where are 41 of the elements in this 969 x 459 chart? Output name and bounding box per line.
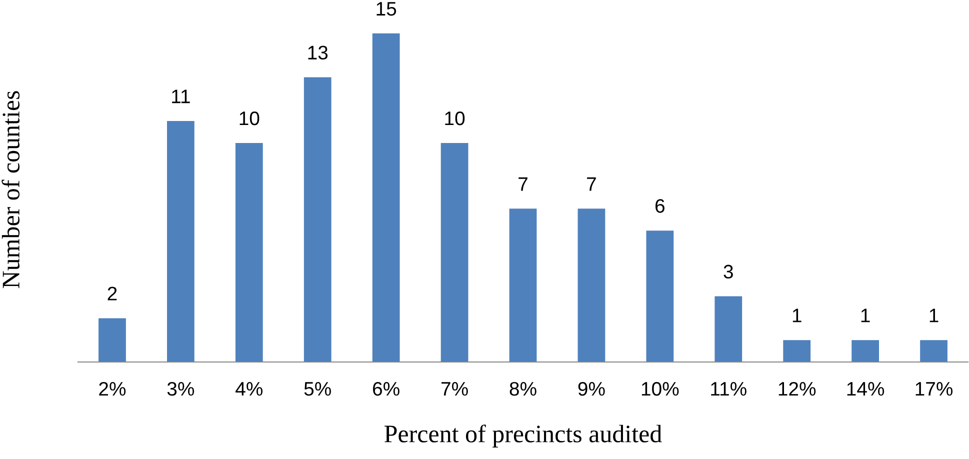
bar (509, 208, 537, 362)
bar (852, 340, 879, 362)
data-label: 11 (172, 90, 190, 104)
data-label: 7 (587, 177, 596, 191)
x-tick-label: 3% (167, 382, 194, 396)
x-tick-label: 6% (373, 382, 400, 396)
y-axis-title: Number of counties (2, 91, 20, 288)
x-tick-label: 10% (642, 382, 679, 396)
bar (714, 296, 742, 362)
x-tick-label: 11% (711, 382, 746, 396)
bar (372, 33, 400, 362)
x-tick-label: 17% (916, 382, 953, 396)
data-label: 1 (792, 308, 802, 322)
bar (578, 208, 606, 362)
data-label: 1 (930, 308, 938, 322)
x-tick-label: 14% (847, 382, 884, 396)
bar (646, 230, 674, 362)
data-label: 10 (445, 111, 465, 126)
bar (304, 77, 332, 362)
bar (440, 142, 468, 362)
data-label: 7 (518, 177, 528, 191)
data-label: 10 (240, 111, 260, 126)
x-tick-label: 7% (441, 382, 468, 396)
data-label: 15 (376, 2, 396, 16)
x-tick-label: 9% (578, 382, 605, 396)
bar (167, 121, 194, 362)
data-label: 3 (724, 264, 733, 279)
data-label: 13 (308, 46, 328, 60)
x-tick-label: 12% (778, 382, 816, 396)
x-tick-label: 5% (304, 382, 331, 396)
x-axis-title: Percent of precincts audited (384, 424, 662, 448)
x-tick-label: 2% (99, 382, 126, 396)
data-label: 2 (108, 286, 117, 300)
x-tick-label: 8% (510, 382, 536, 396)
x-tick-label: 4% (236, 382, 263, 396)
bar (235, 142, 263, 362)
bar (920, 340, 948, 362)
data-label: 6 (656, 199, 664, 213)
data-label: 1 (861, 308, 870, 322)
bar (98, 318, 126, 362)
bar (783, 340, 811, 362)
